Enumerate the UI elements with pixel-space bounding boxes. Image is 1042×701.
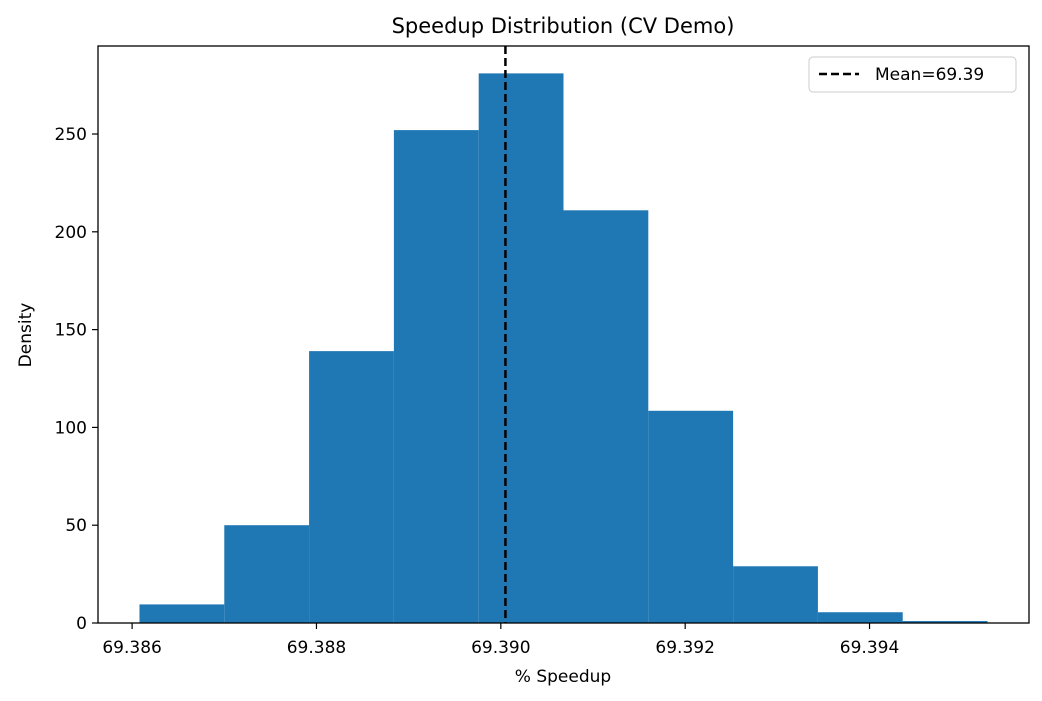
histogram-bar-2 xyxy=(224,525,310,623)
histogram-bar-9 xyxy=(817,612,903,623)
histogram-bar-5 xyxy=(478,73,564,623)
histogram-bar-3 xyxy=(309,351,394,623)
bars-layer xyxy=(139,73,988,623)
x-tick-label: 69.392 xyxy=(655,638,714,658)
histogram-bar-7 xyxy=(648,410,734,623)
histogram-bar-1 xyxy=(139,604,225,623)
y-tick-label: 50 xyxy=(65,516,87,536)
x-tick-label: 69.394 xyxy=(840,638,899,658)
legend-box xyxy=(808,56,1017,93)
histogram-bar-4 xyxy=(393,130,479,623)
plot-frame xyxy=(97,45,1030,624)
histogram-bar-6 xyxy=(563,210,649,623)
histogram-bar-10 xyxy=(902,621,988,623)
x-tick-label: 69.386 xyxy=(102,638,161,658)
chart-title: Speedup Distribution (CV Demo) xyxy=(392,14,735,38)
y-tick-label: 250 xyxy=(55,125,87,145)
y-axis-label: Density xyxy=(16,303,36,368)
x-tick-label: 69.388 xyxy=(287,638,346,658)
legend: Mean=69.39 xyxy=(808,56,1017,93)
y-tick-label: 100 xyxy=(55,418,87,438)
x-axis: 69.386 69.388 69.390 69.392 69.394 xyxy=(102,623,899,658)
y-axis: 0 50 100 150 200 250 xyxy=(55,125,98,634)
histogram-bar-8 xyxy=(733,566,818,623)
y-tick-label: 0 xyxy=(76,614,87,634)
y-tick-label: 200 xyxy=(55,223,87,243)
x-axis-label: % Speedup xyxy=(515,667,611,687)
legend-entry-mean: Mean=69.39 xyxy=(875,65,984,85)
x-tick-label: 69.390 xyxy=(471,638,530,658)
y-tick-label: 150 xyxy=(55,321,87,341)
